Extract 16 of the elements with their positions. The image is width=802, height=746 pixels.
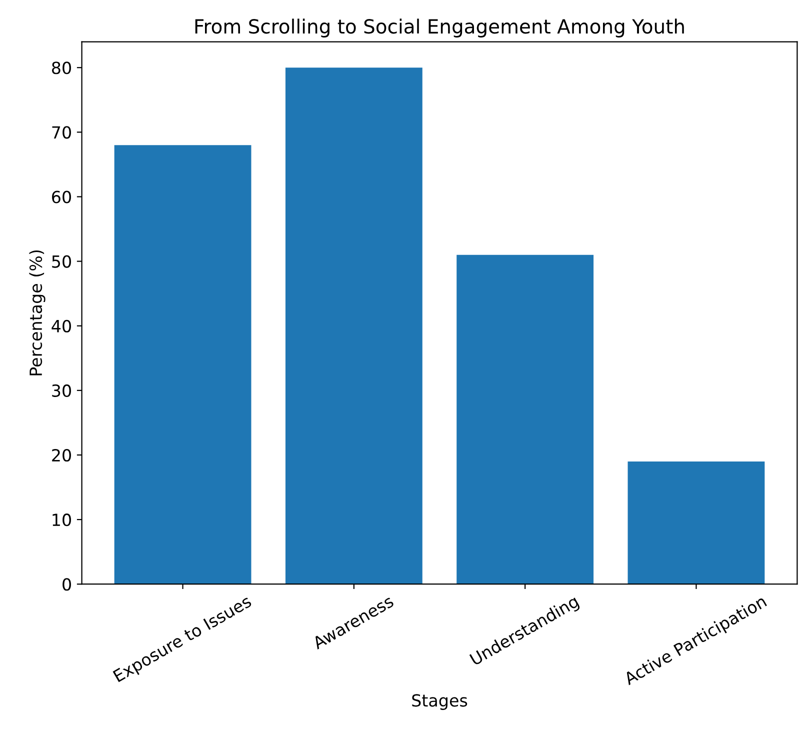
y-axis-title: Percentage (%)	[29, 250, 46, 376]
y-tick-label: 0	[62, 578, 71, 591]
y-tick-label: 60	[52, 190, 71, 204]
x-axis-title: Stages	[412, 694, 468, 710]
y-tick-label: 80	[52, 62, 71, 74]
y-tick-label: 30	[52, 384, 71, 397]
y-tick-label: 70	[52, 126, 71, 139]
chart-title: From Scrolling to Social Engagement Among Youth	[195, 18, 684, 38]
y-tick-label: 10	[52, 514, 71, 526]
bar	[285, 68, 422, 584]
bar	[628, 461, 765, 584]
y-tick-label: 40	[52, 320, 71, 332]
bar	[456, 254, 594, 584]
bar	[114, 145, 252, 584]
y-tick-label: 20	[52, 448, 71, 462]
y-tick-label: 50	[52, 255, 71, 268]
